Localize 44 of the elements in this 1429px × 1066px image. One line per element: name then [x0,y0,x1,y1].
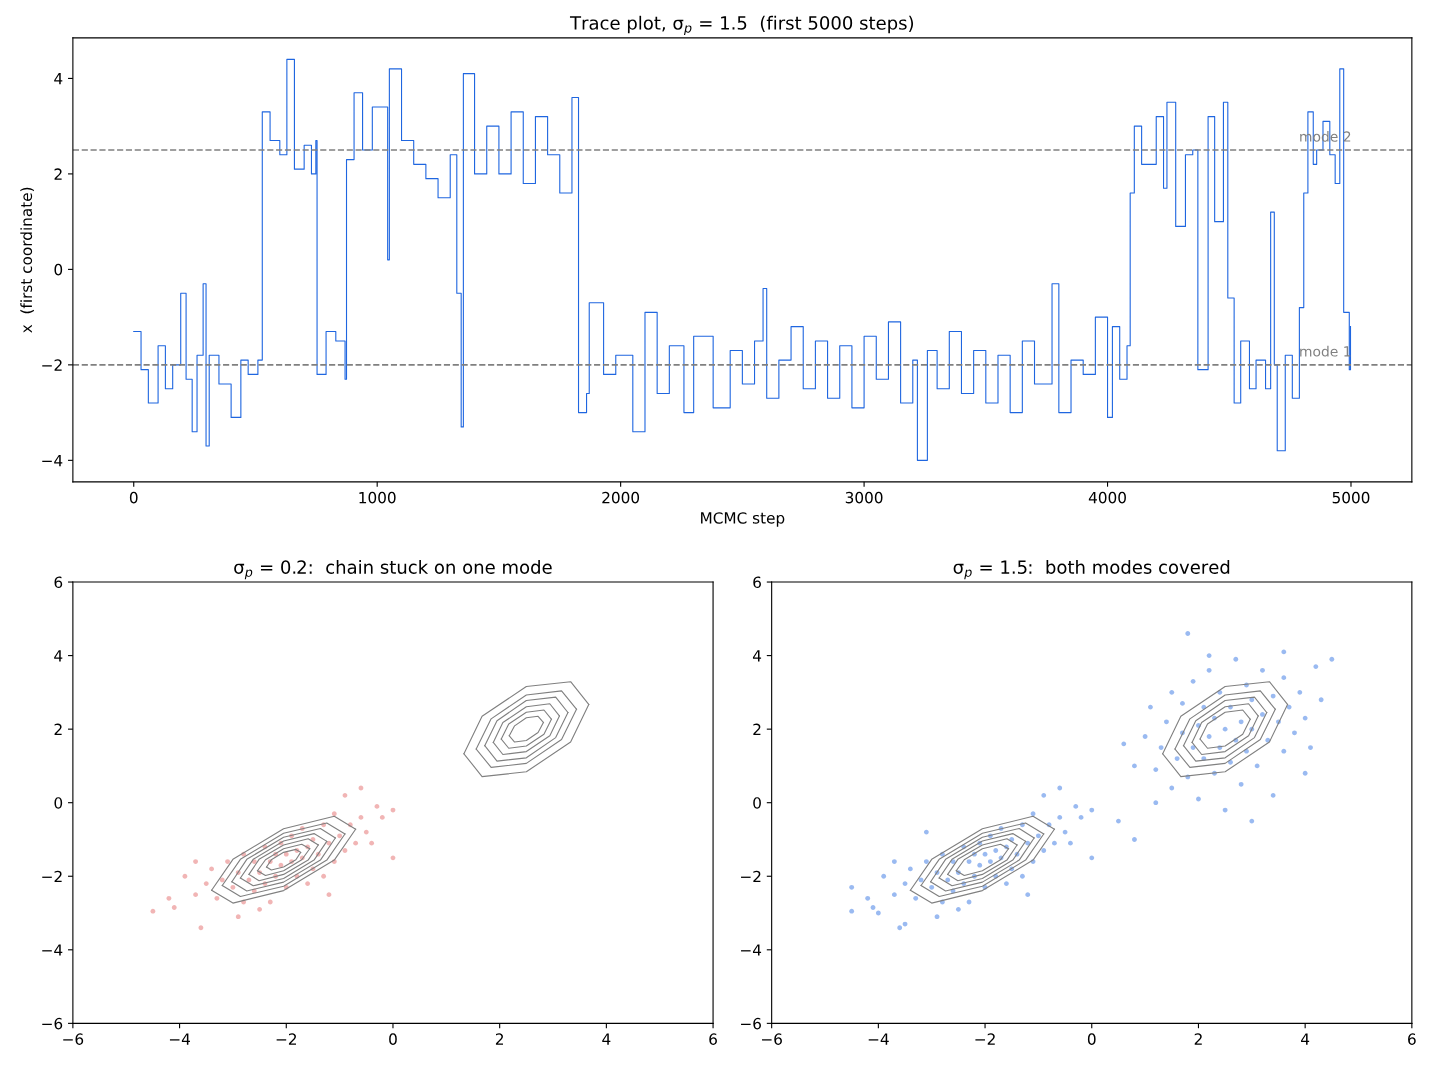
y-tick-label: −4 [42,944,63,956]
y-tick-label: 0 [54,263,63,276]
x-tick-label: 2 [495,1033,503,1045]
x-tick-label: −2 [276,1033,297,1045]
x-tick-label: −2 [975,1033,995,1045]
y-tick-label: 6 [54,576,63,589]
x-tick-label: −6 [63,1033,84,1045]
x-tick-label: 6 [709,1033,717,1045]
x-tick-label: −6 [762,1033,782,1045]
x-tick-label: 4000 [1088,491,1126,504]
x-tick-label: 6 [1408,1033,1416,1045]
y-tick-label: −4 [741,944,762,956]
chart-title: σ$_{p}$ = 0.2: chain stuck on one mode [234,559,552,580]
x-tick-label: 0 [1087,1033,1096,1045]
x-axis-title: MCMC step [701,512,785,527]
y-tick-label: 2 [54,723,62,735]
x-tick-label: 2000 [602,491,640,504]
y-tick-label: 4 [54,650,63,662]
chart-title: Trace plot, σ$_{p}$ = 1.5 (first 5000 steps) [569,15,914,36]
x-tick-label: 5000 [1332,491,1370,504]
y-tick-label: 0 [753,797,761,809]
y-tick-label: −2 [42,359,62,371]
x-tick-label: 0 [129,491,138,504]
y-tick-label: 2 [54,168,62,180]
x-tick-label: 3000 [845,491,883,504]
x-tick-label: 2 [1194,1033,1202,1045]
y-tick-label: −4 [42,455,63,467]
y-axis-title: x (first coordinate) [20,187,34,333]
x-tick-label: 1000 [359,491,396,504]
y-tick-label: −6 [741,1017,761,1030]
y-tick-label: −6 [42,1017,63,1030]
y-tick-label: 4 [752,650,762,662]
y-tick-label: 4 [54,73,63,85]
x-tick-label: 4 [602,1033,611,1045]
y-tick-label: 0 [54,797,63,809]
x-tick-label: 0 [389,1033,397,1045]
chart-title: σ$_{p}$ = 1.5: both modes covered [953,559,1230,580]
y-tick-label: 6 [753,576,761,589]
y-tick-label: 2 [753,723,761,735]
x-tick-label: −4 [868,1033,889,1045]
x-tick-label: 4 [1301,1033,1310,1045]
y-tick-label: −2 [741,870,761,883]
y-tick-label: −2 [42,870,62,883]
x-tick-label: −4 [169,1033,190,1045]
